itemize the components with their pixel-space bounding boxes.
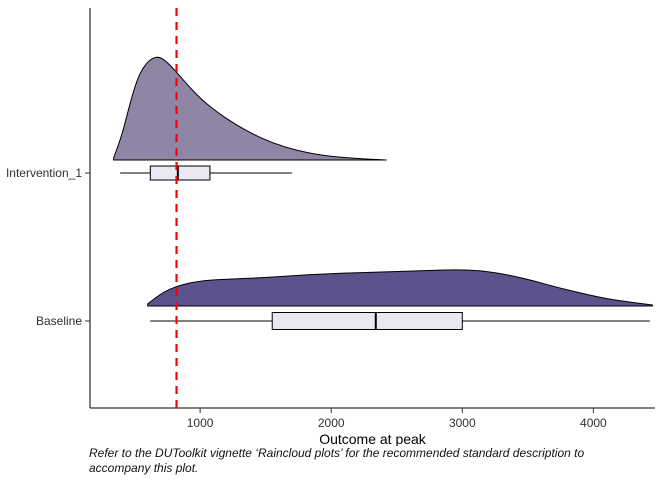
- x-tick-label: 4000: [580, 416, 607, 430]
- box-baseline: [271, 312, 463, 330]
- x-axis-title: Outcome at peak: [319, 431, 427, 446]
- x-tick-label: 2000: [318, 416, 345, 430]
- raincloud-chart: Intervention_1 Baseline 1000 2000 3000 4000 Ou…: [6, 8, 655, 446]
- x-tick-label: 1000: [187, 416, 214, 430]
- chart-caption: Refer to the DUToolkit vignette ‘Rainclo…: [89, 446, 585, 476]
- y-axis-label-intervention-1: Intervention_1: [6, 166, 82, 180]
- x-tick-label: 3000: [449, 416, 476, 430]
- box-intervention-1: [149, 165, 211, 181]
- density-area-intervention-1: [113, 56, 387, 161]
- density-area-baseline: [147, 269, 653, 307]
- y-axis-label-baseline: Baseline: [36, 314, 82, 328]
